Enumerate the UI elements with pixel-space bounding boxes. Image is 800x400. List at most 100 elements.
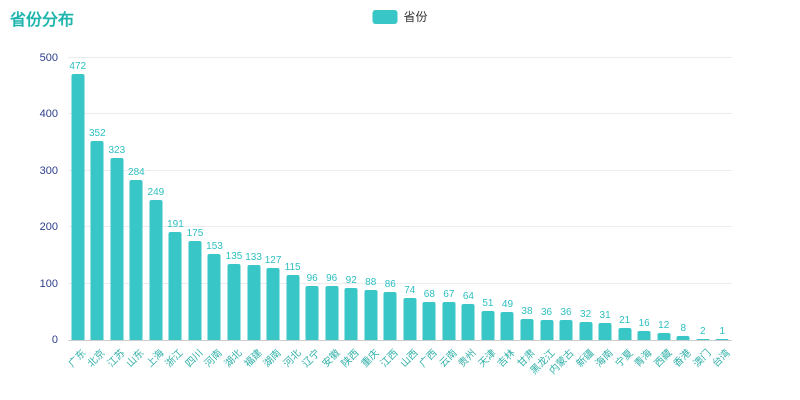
bar-value-label: 36 <box>540 306 553 318</box>
bar-group[interactable]: 472 广东 <box>66 58 88 370</box>
bar[interactable] <box>559 319 573 340</box>
bar[interactable] <box>227 263 241 340</box>
bar[interactable] <box>598 322 612 340</box>
bar[interactable] <box>403 298 417 340</box>
bar[interactable] <box>422 301 436 340</box>
bar-group[interactable]: 88 重庆 <box>359 58 381 369</box>
bar-group[interactable]: 32 新疆 <box>574 58 596 370</box>
bar-group[interactable]: 115 河北 <box>281 58 303 370</box>
bar[interactable] <box>383 291 397 340</box>
bar-group[interactable]: 127 湖南 <box>262 58 284 369</box>
legend-swatch-icon <box>372 9 398 24</box>
legend-item-province[interactable]: 省份 <box>372 8 428 25</box>
bar-group[interactable]: 68 广西 <box>418 58 440 370</box>
bar[interactable] <box>481 311 495 340</box>
bar-group[interactable]: 36 内蒙古 <box>548 58 577 377</box>
bar-value-label: 32 <box>580 308 592 320</box>
bar-group[interactable]: 67 云南 <box>438 58 460 370</box>
bar-value-label: 31 <box>599 309 611 321</box>
gridline <box>68 113 732 115</box>
bar[interactable] <box>71 73 85 340</box>
bar-group[interactable]: 191 浙江 <box>164 58 186 369</box>
bar-value-label: 352 <box>88 128 106 140</box>
bar[interactable] <box>325 285 339 340</box>
bar-group[interactable]: 96 安徽 <box>320 58 342 370</box>
gridlines <box>68 57 732 340</box>
bar[interactable] <box>168 232 182 340</box>
bar-group[interactable]: 16 青海 <box>633 58 655 370</box>
bar-group[interactable]: 2 澳门 <box>691 58 713 370</box>
bar[interactable] <box>110 157 124 340</box>
bar-value-label: 21 <box>619 315 631 327</box>
bar[interactable] <box>715 339 729 340</box>
bar[interactable] <box>149 199 163 340</box>
bar[interactable] <box>676 335 690 340</box>
bar-value-label: 96 <box>326 272 338 284</box>
bar-group[interactable]: 153 河南 <box>203 58 225 370</box>
bar-group[interactable]: 49 吉林 <box>496 58 518 369</box>
bar-group[interactable]: 8 香港 <box>672 58 694 370</box>
bar[interactable] <box>286 275 300 340</box>
y-tick-label: 0 <box>51 334 58 346</box>
bar-value-label: 115 <box>284 262 301 274</box>
bar[interactable] <box>364 290 378 340</box>
bar[interactable] <box>305 285 319 340</box>
bar-value-label: 16 <box>638 317 650 329</box>
bar-value-label: 86 <box>384 278 396 290</box>
bar[interactable] <box>188 241 202 340</box>
bar[interactable] <box>520 318 534 340</box>
bar-group[interactable]: 96 辽宁 <box>301 58 323 370</box>
bar[interactable] <box>657 333 671 340</box>
bar-group[interactable]: 12 西藏 <box>652 58 674 370</box>
bar-group[interactable]: 31 海南 <box>594 58 616 370</box>
gridline <box>68 169 732 171</box>
bar-value-label: 68 <box>423 288 435 300</box>
bar-group[interactable]: 21 宁夏 <box>613 58 635 370</box>
bar-value-label: 127 <box>264 255 282 267</box>
bar[interactable] <box>579 321 593 340</box>
bar-group[interactable]: 86 江西 <box>379 58 401 370</box>
bar-group[interactable]: 92 陕西 <box>340 58 362 370</box>
bar-group[interactable]: 284 山东 <box>125 58 147 370</box>
bar-group[interactable]: 249 上海 <box>145 58 167 370</box>
bar-group[interactable]: 323 江苏 <box>106 58 128 370</box>
bar-group[interactable]: 133 福建 <box>242 58 264 370</box>
bar-group[interactable]: 74 山西 <box>398 58 420 369</box>
bar-value-label: 133 <box>245 252 262 263</box>
y-tick-label: 200 <box>39 221 58 234</box>
bar-value-label: 51 <box>482 298 494 310</box>
legend-label: 省份 <box>403 10 428 24</box>
bar-group[interactable]: 135 湖北 <box>223 58 245 370</box>
bar[interactable] <box>461 303 475 340</box>
bar-value-label: 135 <box>225 250 243 262</box>
bar[interactable] <box>247 265 261 340</box>
y-axis-labels: 0 100 200 300 400 500 <box>40 52 732 346</box>
bar[interactable] <box>344 288 358 340</box>
bar-group[interactable]: 51 天津 <box>477 58 499 369</box>
bar-group[interactable]: 64 贵州 <box>457 58 479 370</box>
bar-value-label: 323 <box>108 144 126 156</box>
bar-group[interactable]: 38 甘肃 <box>516 58 538 370</box>
bar[interactable] <box>696 338 710 340</box>
bar[interactable] <box>266 268 280 340</box>
bar-value-label: 472 <box>69 60 87 72</box>
bar[interactable] <box>637 330 651 340</box>
gridline <box>68 226 732 228</box>
bar-value-label: 1 <box>719 326 726 338</box>
bar-value-label: 12 <box>658 320 670 332</box>
bar-group[interactable]: 36 黑龙江 <box>528 58 557 377</box>
bar[interactable] <box>442 302 456 340</box>
bar[interactable] <box>540 319 554 340</box>
bar[interactable] <box>500 312 514 340</box>
bar-value-label: 38 <box>521 305 533 317</box>
bar[interactable] <box>129 179 143 340</box>
gridline <box>68 57 732 58</box>
bar-group[interactable]: 352 北京 <box>86 58 108 369</box>
bar[interactable] <box>90 141 104 340</box>
bar-value-label: 96 <box>306 272 318 284</box>
bar[interactable] <box>207 253 221 340</box>
bar-group[interactable]: 1 台湾 <box>711 58 733 369</box>
x-axis-label: 台湾 <box>710 347 733 370</box>
bar[interactable] <box>618 328 632 340</box>
bar-group[interactable]: 175 四川 <box>184 58 206 369</box>
